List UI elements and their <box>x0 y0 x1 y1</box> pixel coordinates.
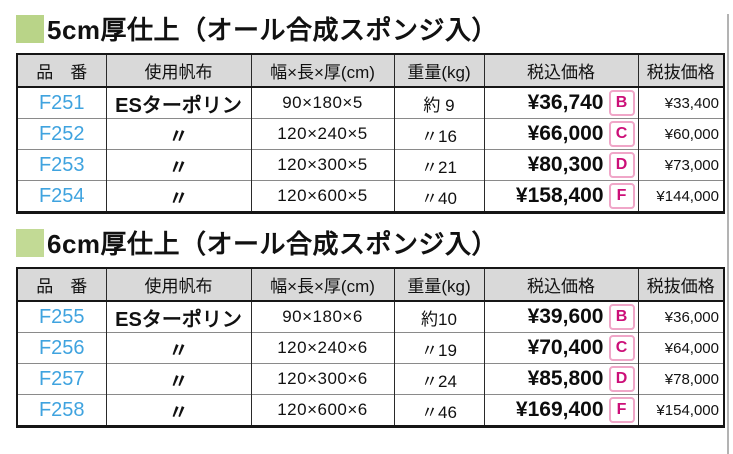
price-class-badge: B <box>608 304 635 330</box>
page-edge-line <box>727 14 729 454</box>
price-incl-cell: ¥158,400 F <box>483 180 639 213</box>
price-table-5cm: 品 番 使用帆布 幅×長×厚(cm) 重量(kg) 税込価格 税抜価格 F251… <box>16 53 725 214</box>
table-row: F251 ESターポリン 90×180×5 約 9 ¥36,740 B ¥33,… <box>16 87 725 119</box>
size-cell: 120×300×5 <box>250 149 395 181</box>
price-incl-value: ¥158,400 <box>515 184 604 207</box>
table-header-row: 品 番 使用帆布 幅×長×厚(cm) 重量(kg) 税込価格 税抜価格 <box>16 53 725 88</box>
green-square-icon <box>16 228 44 257</box>
price-excl-cell: ¥78,000 <box>637 363 725 395</box>
weight-cell: 〃24 <box>393 363 485 395</box>
section-heading: 5cm厚仕上（オール合成スポンジ入） <box>47 15 499 45</box>
size-cell: 90×180×5 <box>250 87 395 119</box>
col-header-size: 幅×長×厚(cm) <box>250 53 395 88</box>
price-incl-value: ¥85,800 <box>527 367 604 390</box>
price-excl-cell: ¥33,400 <box>637 87 725 119</box>
part-number: F258 <box>16 394 107 427</box>
table-row: F258 〃 120×600×6 〃46 ¥169,400 F ¥154,000 <box>16 394 725 427</box>
price-class-badge: D <box>608 152 635 178</box>
weight-cell: 〃40 <box>393 180 485 213</box>
size-cell: 120×300×6 <box>250 363 395 395</box>
price-incl-cell: ¥66,000 C <box>483 118 639 150</box>
part-number: F254 <box>16 180 107 213</box>
price-incl-value: ¥80,300 <box>527 153 604 176</box>
price-excl-cell: ¥154,000 <box>637 394 725 427</box>
price-excl-cell: ¥144,000 <box>637 180 725 213</box>
col-header-part-no: 品 番 <box>16 53 107 88</box>
price-incl-cell: ¥36,740 B <box>483 87 639 119</box>
col-header-price-incl: 税込価格 <box>483 53 639 88</box>
price-class-badge: C <box>608 335 635 361</box>
price-class-badge: C <box>608 121 635 147</box>
price-incl-value: ¥39,600 <box>527 305 604 328</box>
price-excl-cell: ¥36,000 <box>637 301 725 333</box>
green-square-icon <box>16 14 44 43</box>
part-number: F255 <box>16 301 107 333</box>
weight-cell: 〃19 <box>393 332 485 364</box>
col-header-weight: 重量(kg) <box>393 267 485 302</box>
price-incl-value: ¥70,400 <box>527 336 604 359</box>
price-class-badge: F <box>608 397 635 423</box>
fabric-cell: 〃 <box>105 118 252 150</box>
col-header-size: 幅×長×厚(cm) <box>250 267 395 302</box>
price-incl-value: ¥36,740 <box>527 91 604 114</box>
part-number: F251 <box>16 87 107 119</box>
table-row: F256 〃 120×240×6 〃19 ¥70,400 C ¥64,000 <box>16 332 725 364</box>
price-incl-cell: ¥70,400 C <box>483 332 639 364</box>
col-header-price-excl: 税抜価格 <box>637 267 725 302</box>
part-number: F253 <box>16 149 107 181</box>
part-number: F252 <box>16 118 107 150</box>
section-title-5cm: 5cm厚仕上（オール合成スポンジ入） <box>16 14 733 45</box>
price-incl-cell: ¥169,400 F <box>483 394 639 427</box>
price-incl-cell: ¥85,800 D <box>483 363 639 395</box>
size-cell: 120×600×6 <box>250 394 395 427</box>
weight-cell: 〃46 <box>393 394 485 427</box>
part-number: F257 <box>16 363 107 395</box>
table-row: F255 ESターポリン 90×180×6 約10 ¥39,600 B ¥36,… <box>16 301 725 333</box>
section-title-6cm: 6cm厚仕上（オール合成スポンジ入） <box>16 228 733 259</box>
price-table-6cm: 品 番 使用帆布 幅×長×厚(cm) 重量(kg) 税込価格 税抜価格 F255… <box>16 267 725 428</box>
col-header-price-excl: 税抜価格 <box>637 53 725 88</box>
table-row: F253 〃 120×300×5 〃21 ¥80,300 D ¥73,000 <box>16 149 725 181</box>
size-cell: 120×240×5 <box>250 118 395 150</box>
fabric-cell: 〃 <box>105 332 252 364</box>
weight-cell: 約10 <box>393 301 485 333</box>
col-header-fabric: 使用帆布 <box>105 53 252 88</box>
price-excl-cell: ¥64,000 <box>637 332 725 364</box>
col-header-weight: 重量(kg) <box>393 53 485 88</box>
part-number: F256 <box>16 332 107 364</box>
price-incl-cell: ¥80,300 D <box>483 149 639 181</box>
size-cell: 120×240×6 <box>250 332 395 364</box>
table-row: F254 〃 120×600×5 〃40 ¥158,400 F ¥144,000 <box>16 180 725 213</box>
fabric-cell: 〃 <box>105 394 252 427</box>
price-incl-cell: ¥39,600 B <box>483 301 639 333</box>
table-header-row: 品 番 使用帆布 幅×長×厚(cm) 重量(kg) 税込価格 税抜価格 <box>16 267 725 302</box>
weight-cell: 〃21 <box>393 149 485 181</box>
price-incl-value: ¥66,000 <box>527 122 604 145</box>
fabric-cell: 〃 <box>105 180 252 213</box>
weight-cell: 約 9 <box>393 87 485 119</box>
fabric-cell: ESターポリン <box>105 87 252 119</box>
weight-cell: 〃16 <box>393 118 485 150</box>
fabric-cell: 〃 <box>105 149 252 181</box>
col-header-part-no: 品 番 <box>16 267 107 302</box>
table-row: F252 〃 120×240×5 〃16 ¥66,000 C ¥60,000 <box>16 118 725 150</box>
price-excl-cell: ¥60,000 <box>637 118 725 150</box>
table-row: F257 〃 120×300×6 〃24 ¥85,800 D ¥78,000 <box>16 363 725 395</box>
price-class-badge: B <box>608 90 635 116</box>
price-class-badge: D <box>608 366 635 392</box>
section-heading: 6cm厚仕上（オール合成スポンジ入） <box>47 229 499 259</box>
price-excl-cell: ¥73,000 <box>637 149 725 181</box>
price-class-badge: F <box>608 183 635 209</box>
price-incl-value: ¥169,400 <box>515 398 604 421</box>
fabric-cell: 〃 <box>105 363 252 395</box>
col-header-fabric: 使用帆布 <box>105 267 252 302</box>
size-cell: 90×180×6 <box>250 301 395 333</box>
size-cell: 120×600×5 <box>250 180 395 213</box>
col-header-price-incl: 税込価格 <box>483 267 639 302</box>
fabric-cell: ESターポリン <box>105 301 252 333</box>
